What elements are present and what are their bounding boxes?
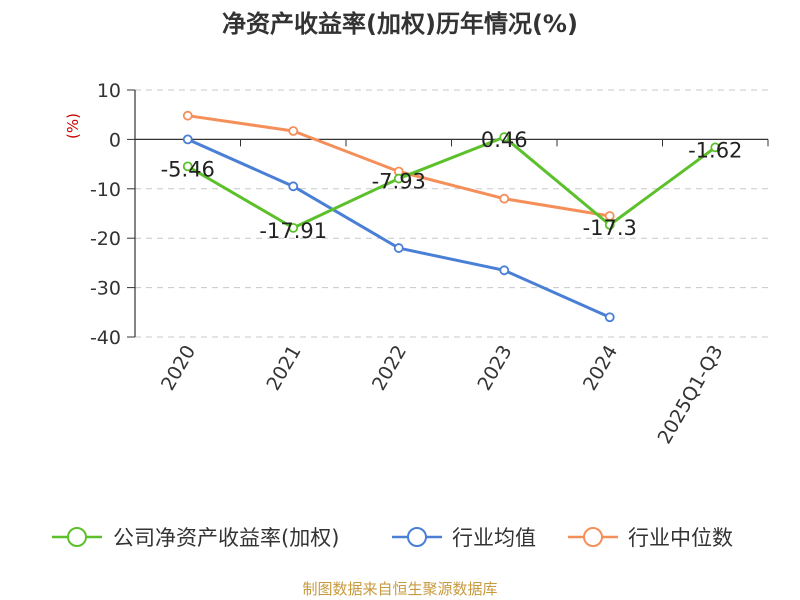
legend-marker-0 (67, 527, 87, 547)
legend-label-1: 行业均值 (452, 526, 536, 550)
x-tick-label-3: 2023 (473, 342, 516, 395)
legend-marker-2 (583, 527, 603, 547)
y-tick-label-2: -10 (90, 179, 121, 201)
y-tick-label-4: -30 (90, 278, 121, 300)
series-group (182, 110, 721, 323)
data-label-4: -17.3 (583, 216, 637, 240)
series-2-point-3 (499, 193, 510, 204)
series-line-2 (187, 114, 610, 218)
axes (127, 89, 769, 338)
legend-marker-1 (407, 527, 427, 547)
y-tick-label-0: 10 (97, 80, 121, 102)
series-1-point-2 (393, 243, 404, 253)
y-tick-label-3: -20 (90, 228, 121, 250)
legend-label-0: 公司净资产收益率(加权) (113, 526, 339, 550)
source-note: 制图数据来自恒生聚源数据库 (302, 580, 497, 598)
series-0-point-0 (182, 161, 193, 172)
data-label-5: -1.62 (688, 138, 742, 162)
data-label-2: -7.93 (372, 170, 426, 194)
series-line-1 (187, 138, 611, 319)
series-0-point-5 (710, 142, 721, 153)
x-tick-label-1: 2021 (262, 342, 305, 395)
grid-lines (135, 89, 768, 338)
y-axis-ticks: 10 0 -10 -20 -30 -40 (90, 80, 121, 349)
series-0-point-1 (288, 222, 299, 233)
series-line-0 (186, 135, 717, 230)
series-1-point-3 (499, 265, 510, 276)
series-0-point-4 (604, 219, 615, 230)
series-2-point-0 (182, 110, 193, 121)
x-tick-label-2: 2022 (368, 342, 411, 395)
y-tick-label-1: 0 (109, 129, 121, 151)
x-tick-label-0: 2020 (157, 342, 200, 395)
series-1-point-4 (604, 312, 615, 323)
legend[interactable]: 公司净资产收益率(加权) 行业均值 行业中位数 (52, 526, 733, 550)
series-0-point-3 (499, 132, 510, 143)
data-label-1: -17.91 (259, 219, 327, 243)
series-2-point-1 (288, 126, 299, 136)
y-tick-label-5: -40 (90, 327, 121, 349)
data-labels: -5.46 -17.91 -7.93 0.46 -17.3 -1.62 (161, 128, 743, 243)
series-1-point-1 (288, 181, 299, 192)
x-axis-ticks: 2020 2021 2022 2023 2024 2025Q1-Q3 (157, 342, 728, 448)
x-tick-label-4: 2024 (579, 342, 622, 395)
y-axis-unit: (%) (64, 113, 82, 139)
x-tick-label-5: 2025Q1-Q3 (654, 342, 728, 448)
series-1-point-0 (182, 134, 193, 145)
series-0-point-2 (393, 173, 404, 184)
data-label-3: 0.46 (481, 128, 528, 152)
chart-title: 净资产收益率(加权)历年情况(%) (222, 10, 578, 38)
data-label-0: -5.46 (161, 157, 215, 181)
legend-label-2: 行业中位数 (628, 526, 733, 550)
